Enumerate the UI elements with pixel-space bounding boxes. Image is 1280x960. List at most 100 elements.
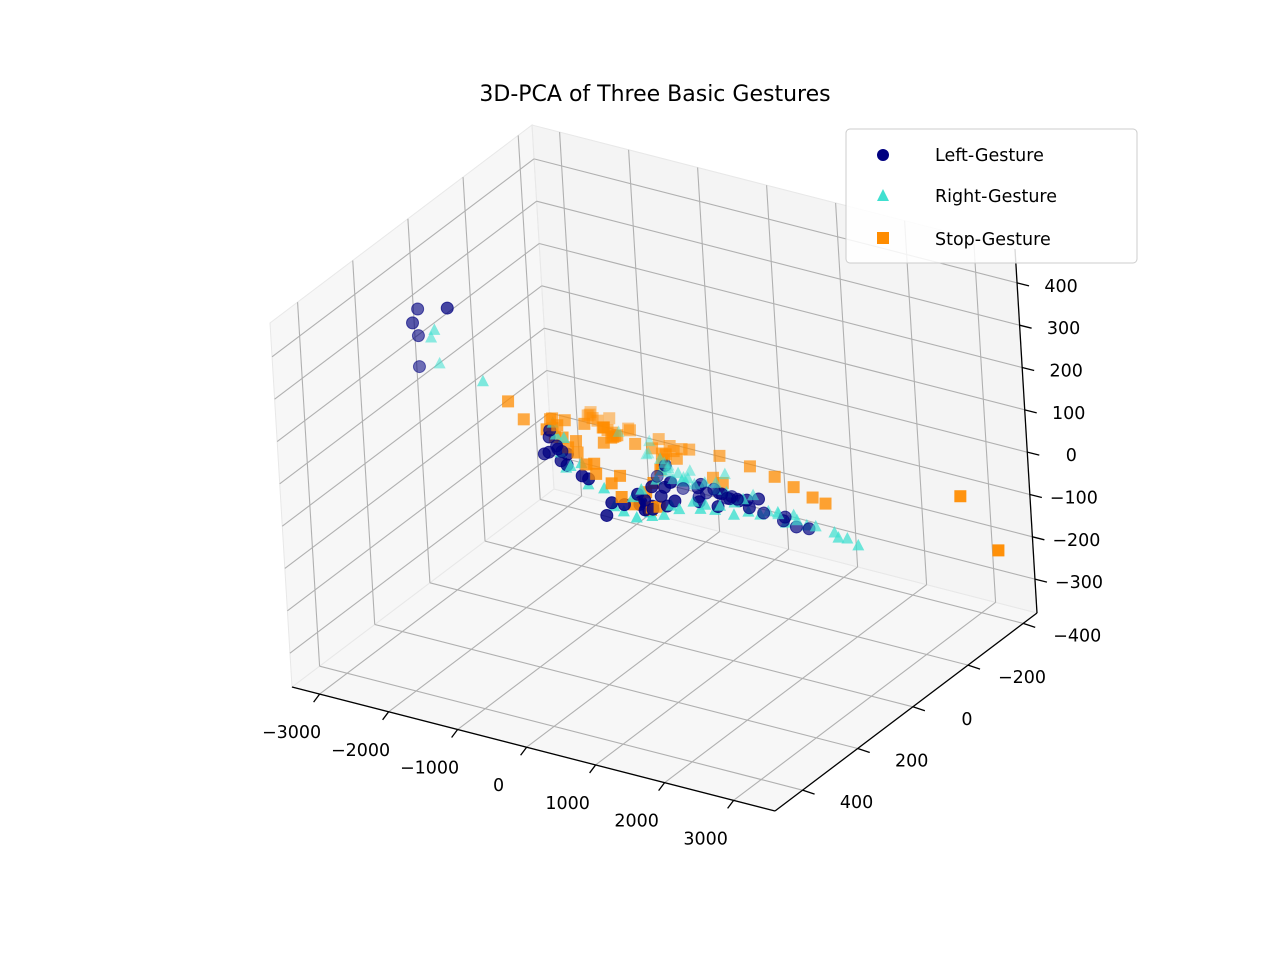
data-point-circle <box>600 508 614 522</box>
data-point-circle <box>555 445 569 459</box>
data-point-circle <box>757 506 771 520</box>
data-point-triangle <box>640 447 653 460</box>
data-point-square <box>581 409 594 422</box>
data-point-circle <box>412 360 426 374</box>
grid-line-y <box>484 540 969 666</box>
grid-line-z <box>546 369 1030 496</box>
z-tick-mark <box>1019 324 1032 329</box>
data-point-circle <box>411 329 425 343</box>
grid-line-z <box>289 454 553 654</box>
x-tick-mark <box>313 693 321 703</box>
data-point-square <box>588 457 601 470</box>
data-point-triangle <box>687 495 700 507</box>
data-point-square <box>743 460 756 473</box>
data-point-square <box>622 422 635 435</box>
data-point-square <box>787 481 800 494</box>
grid-line-z <box>539 242 1023 369</box>
grid-line-x <box>526 548 789 748</box>
chart-title: 3D-PCA of Three Basic Gestures <box>479 82 830 107</box>
legend-marker-stop <box>877 232 889 244</box>
data-point-square <box>806 491 819 504</box>
data-point-triangle <box>698 476 711 488</box>
data-point-square <box>675 443 688 456</box>
x-tick-mark <box>520 746 528 756</box>
x-tick-label: 0 <box>493 776 504 796</box>
grid-line-z <box>541 285 1025 411</box>
data-point-square <box>653 500 666 513</box>
data-point-circle <box>406 316 420 330</box>
grid-line-x <box>664 584 927 784</box>
grid-line-z <box>271 158 535 358</box>
z-tick-mark <box>1022 366 1035 372</box>
data-point-circle <box>440 301 454 315</box>
grid-line-z <box>276 243 540 442</box>
data-point-triangle <box>747 488 760 501</box>
y-tick-label: 0 <box>961 710 972 730</box>
x-tick-label: −3000 <box>262 723 321 743</box>
grid-line-z <box>544 327 1028 453</box>
grid-line-z <box>281 327 545 527</box>
data-point-circle <box>638 493 652 507</box>
data-point-triangle <box>772 507 785 520</box>
data-point-square <box>819 497 832 510</box>
data-point-circle <box>650 469 664 483</box>
data-point-circle <box>537 447 551 461</box>
data-point-circle <box>742 501 756 515</box>
data-point-square <box>652 433 665 446</box>
axis-lines <box>291 248 1048 812</box>
data-point-circle <box>720 491 734 505</box>
z-tick-mark <box>1027 451 1040 456</box>
grid-line-x <box>388 513 651 713</box>
grid-line-z <box>536 200 1020 326</box>
z-tick-label: −300 <box>1055 573 1103 593</box>
z-tick-mark <box>1024 409 1037 414</box>
y-tick-mark <box>912 706 926 712</box>
x-tick-label: 2000 <box>614 812 659 832</box>
data-point-triangle <box>809 519 822 532</box>
data-point-circle <box>663 475 677 489</box>
z-tick-label: −200 <box>1052 531 1100 551</box>
data-point-triangle <box>672 466 685 479</box>
grid-line-x <box>697 167 721 532</box>
data-point-square <box>992 544 1005 557</box>
data-point-square <box>954 490 967 503</box>
data-point-triangle <box>635 483 648 495</box>
data-point-triangle <box>828 525 841 538</box>
z-tick-label: 0 <box>1066 446 1077 466</box>
grid-line-y <box>297 302 321 667</box>
data-point-circle <box>676 481 690 495</box>
data-point-square <box>583 408 596 421</box>
grid-line-y <box>540 498 1024 624</box>
data-point-triangle <box>564 459 577 471</box>
data-point-circle <box>692 490 706 504</box>
legend-marker-left <box>877 149 889 161</box>
x-tick-mark <box>382 711 390 721</box>
data-point-triangle <box>718 467 731 480</box>
grid-line-z <box>274 200 537 400</box>
x-tick-mark <box>589 764 597 774</box>
data-point-triangle <box>709 476 722 488</box>
data-point-circle <box>668 494 682 508</box>
z-tick-label: 300 <box>1047 319 1080 339</box>
data-point-square <box>614 469 627 482</box>
data-point-square <box>502 395 515 408</box>
data-point-square <box>517 413 530 426</box>
y-tick-mark <box>857 747 870 754</box>
data-point-triangle <box>598 481 611 494</box>
x-axis-line <box>291 686 776 812</box>
z-tick-mark <box>1029 493 1042 499</box>
y-tick-label: −400 <box>1053 626 1101 646</box>
y-tick-label: 400 <box>840 793 873 813</box>
data-points <box>406 301 1005 557</box>
grid-line-x <box>733 601 996 801</box>
data-point-triangle <box>841 532 854 544</box>
tick-labels: −3000−2000−10000100020003000−400−2000200… <box>262 277 1103 850</box>
grid-line-x <box>835 202 859 567</box>
grid-line-y <box>517 135 541 500</box>
z-tick-label: 400 <box>1044 277 1077 297</box>
data-point-square <box>713 449 726 462</box>
data-point-square <box>615 491 628 504</box>
grid-line-x <box>973 238 997 603</box>
data-point-square <box>663 440 676 453</box>
